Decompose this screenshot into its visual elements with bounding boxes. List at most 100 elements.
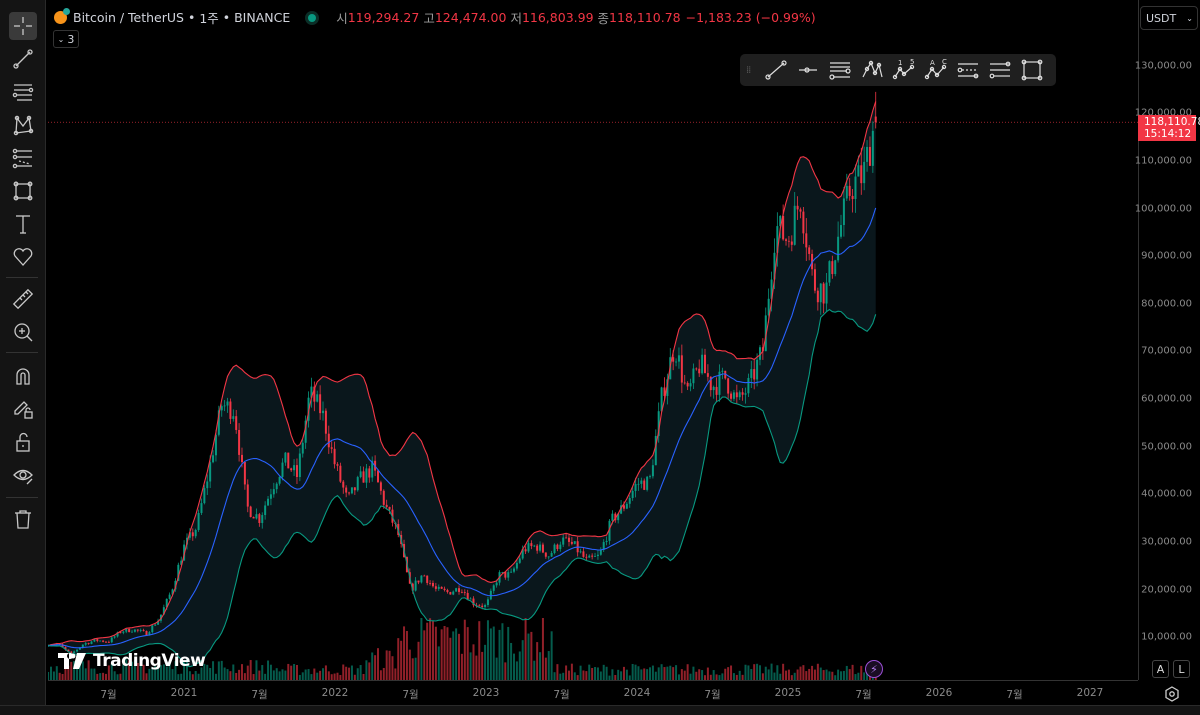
- candle: [808, 247, 811, 254]
- candle: [324, 410, 327, 434]
- candle: [356, 477, 359, 491]
- fib-retracement-icon[interactable]: [952, 56, 984, 84]
- log-scale-button[interactable]: L: [1173, 660, 1190, 678]
- crosshair-icon[interactable]: [9, 12, 37, 40]
- parallel-channel-icon[interactable]: [824, 56, 856, 84]
- settings-icon[interactable]: [1164, 686, 1180, 702]
- symbol-name[interactable]: Bitcoin / TetherUS: [73, 10, 184, 25]
- volume-bar: [533, 660, 536, 680]
- drag-handle-icon[interactable]: ⁞⁞: [746, 64, 751, 76]
- candle: [139, 630, 142, 632]
- volume-bar: [596, 667, 599, 680]
- trash-icon[interactable]: [9, 505, 37, 533]
- price-chart[interactable]: [48, 0, 1138, 680]
- candle: [162, 607, 165, 615]
- volume-bar: [284, 670, 287, 680]
- horizontal-lines-icon[interactable]: [9, 78, 37, 106]
- candle: [238, 429, 241, 455]
- candle: [727, 378, 730, 394]
- volume-bar: [290, 665, 293, 680]
- volume-bar: [472, 644, 475, 680]
- volume-bar: [128, 660, 131, 680]
- candle: [81, 644, 84, 648]
- pattern-icon[interactable]: [9, 111, 37, 139]
- price-axis[interactable]: 130,000.00 120,000.00 110,000.00 100,000.00…: [1134, 0, 1200, 680]
- volume-bar: [235, 672, 238, 680]
- text-icon[interactable]: [9, 210, 37, 238]
- time-tick: 2021: [170, 687, 198, 699]
- price-tick: 100,000.00: [1134, 203, 1192, 214]
- trend-line-icon[interactable]: [9, 45, 37, 73]
- volume-bar: [70, 661, 73, 680]
- trend-line-icon[interactable]: [760, 56, 792, 84]
- price-tick: 130,000.00: [1134, 60, 1192, 72]
- horizontal-ray-icon[interactable]: [792, 56, 824, 84]
- volume-bar: [405, 630, 408, 680]
- currency-selector[interactable]: USDT ⌄: [1140, 6, 1198, 30]
- candle: [622, 505, 625, 509]
- fib-extension-icon[interactable]: [984, 56, 1016, 84]
- volume-bar: [588, 664, 591, 680]
- volume-bar: [567, 670, 570, 680]
- xabcd-pattern-icon[interactable]: [856, 56, 888, 84]
- volume-bar: [319, 670, 322, 680]
- chevron-down-icon: ⌄: [57, 34, 65, 44]
- ruler-icon[interactable]: [9, 285, 37, 313]
- tradingview-logo[interactable]: TradingView: [58, 651, 206, 671]
- time-tick: 2023: [472, 687, 500, 699]
- volume-bar: [188, 671, 191, 680]
- candle: [359, 471, 362, 478]
- auto-scale-button[interactable]: A: [1152, 660, 1169, 678]
- volume-bar: [261, 665, 264, 680]
- candle: [84, 643, 87, 645]
- volume-bar: [643, 668, 646, 680]
- candle: [226, 401, 229, 406]
- candle: [414, 580, 417, 591]
- lock-icon[interactable]: [9, 428, 37, 456]
- volume-bar: [165, 666, 168, 680]
- volume-bar: [356, 668, 359, 680]
- volume-bar: [738, 670, 741, 680]
- candle: [73, 651, 76, 654]
- volume-bar: [631, 663, 634, 680]
- candle: [492, 585, 495, 591]
- separator: •: [187, 10, 196, 25]
- time-axis[interactable]: 7월 2021 7월 2022 7월 2023 7월 2024 7월 2025 7월 2026 7월 20…: [48, 680, 1138, 705]
- rectangle-icon[interactable]: [9, 177, 37, 205]
- volume-bar: [87, 660, 90, 680]
- volume-bar: [654, 671, 657, 680]
- candle: [625, 503, 628, 509]
- volume-bar: [779, 673, 782, 680]
- rectangle-icon[interactable]: [1016, 56, 1048, 84]
- eye-icon[interactable]: [9, 461, 37, 489]
- candle: [330, 447, 333, 449]
- candle: [567, 537, 570, 542]
- heart-icon[interactable]: [9, 243, 37, 271]
- close-value: 118,110.78: [609, 10, 681, 25]
- volume-bar: [293, 664, 296, 680]
- volume-bar: [131, 661, 134, 680]
- candle: [782, 215, 785, 240]
- volume-bar: [767, 669, 770, 680]
- candle: [816, 290, 819, 303]
- lock-drawing-icon[interactable]: [9, 395, 37, 423]
- candle: [171, 589, 174, 595]
- zoom-in-icon[interactable]: [9, 318, 37, 346]
- indicator-legend-toggle[interactable]: ⌄ 3: [53, 30, 79, 48]
- candle: [136, 629, 139, 631]
- candle: [206, 481, 209, 489]
- volume-bar: [61, 674, 64, 680]
- volume-bar: [55, 666, 58, 680]
- price-tick: 110,000.00: [1134, 155, 1192, 167]
- volume-bar: [489, 628, 492, 680]
- candle: [295, 465, 298, 477]
- fib-icon[interactable]: [9, 144, 37, 172]
- candle: [770, 279, 773, 299]
- lightning-icon[interactable]: ⚡: [865, 660, 883, 678]
- magnet-icon[interactable]: [9, 362, 37, 390]
- candle: [866, 146, 869, 162]
- volume-bar: [220, 660, 223, 680]
- interval[interactable]: 1주: [199, 11, 219, 26]
